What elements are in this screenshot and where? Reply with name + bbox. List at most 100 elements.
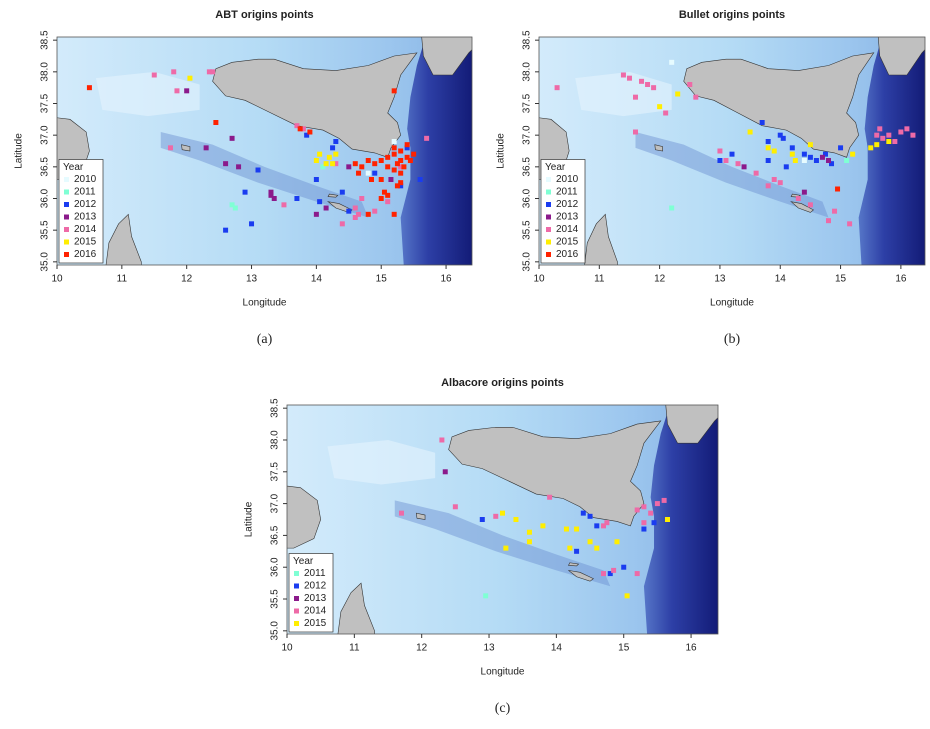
point <box>385 199 390 204</box>
x-tick-label: 10 <box>533 274 545 285</box>
point <box>790 145 795 150</box>
point <box>204 145 209 150</box>
legend-label: 2010 <box>74 174 97 185</box>
point <box>766 158 771 163</box>
legend-label: 2010 <box>556 174 579 185</box>
legend-label: 2011 <box>556 187 578 198</box>
point <box>645 82 650 87</box>
map <box>274 402 725 637</box>
point <box>868 145 873 150</box>
x-tick-label: 16 <box>441 274 453 285</box>
point <box>168 145 173 150</box>
point <box>820 155 825 160</box>
point <box>372 161 377 166</box>
point <box>372 209 377 214</box>
point <box>910 133 915 138</box>
y-tick-label: 37.0 <box>40 125 51 145</box>
point <box>385 164 390 169</box>
point <box>379 158 384 163</box>
point <box>249 221 254 226</box>
point <box>379 177 384 182</box>
point <box>594 546 599 551</box>
point <box>314 177 319 182</box>
point <box>766 139 771 144</box>
point <box>826 218 831 223</box>
legend-swatch <box>546 215 551 220</box>
point <box>627 76 632 81</box>
point <box>333 139 338 144</box>
point <box>611 568 616 573</box>
map <box>44 34 478 268</box>
point <box>359 196 364 201</box>
x-tick-label: 12 <box>181 274 193 285</box>
point <box>832 209 837 214</box>
y-tick-label: 36.5 <box>40 157 51 177</box>
point <box>424 136 429 141</box>
point <box>651 85 656 90</box>
y-tick-label: 36.0 <box>270 557 281 577</box>
point <box>500 511 505 516</box>
point <box>324 206 329 211</box>
legend-label: 2011 <box>74 187 96 198</box>
point <box>898 130 903 135</box>
point <box>366 212 371 217</box>
point <box>641 520 646 525</box>
point <box>648 511 653 516</box>
x-tick-label: 11 <box>594 274 605 285</box>
legend-label: 2013 <box>304 593 327 604</box>
point <box>635 571 640 576</box>
point <box>574 527 579 532</box>
point <box>356 212 361 217</box>
point <box>808 155 813 160</box>
point <box>639 79 644 84</box>
y-tick-label: 38.0 <box>40 62 51 82</box>
point <box>233 206 238 211</box>
point <box>223 161 228 166</box>
x-tick-label: 14 <box>775 274 787 285</box>
point <box>411 152 416 157</box>
x-tick-label: 15 <box>376 274 388 285</box>
point <box>359 164 364 169</box>
y-tick-label: 36.5 <box>270 525 281 545</box>
point <box>717 158 722 163</box>
point <box>405 142 410 147</box>
point <box>723 158 728 163</box>
point <box>236 164 241 169</box>
point <box>346 209 351 214</box>
x-tick-label: 13 <box>483 643 495 654</box>
chart-title: Albacore origins points <box>441 377 564 389</box>
legend-label: 2012 <box>304 581 327 592</box>
point <box>621 565 626 570</box>
legend: Year20112012201320142015 <box>289 554 333 633</box>
point <box>353 161 358 166</box>
point <box>662 498 667 503</box>
point <box>385 193 390 198</box>
legend-label: 2014 <box>304 606 327 617</box>
point <box>372 171 377 176</box>
x-tick-label: 15 <box>618 643 630 654</box>
y-tick-label: 36.5 <box>522 157 533 177</box>
point <box>687 82 692 87</box>
legend-title: Year <box>293 556 314 567</box>
point <box>760 120 765 125</box>
point <box>307 130 312 135</box>
point <box>874 133 879 138</box>
legend-swatch <box>294 571 299 576</box>
point <box>717 149 722 154</box>
legend-swatch <box>546 240 551 245</box>
point <box>574 549 579 554</box>
point <box>453 504 458 509</box>
point <box>796 196 801 201</box>
point <box>317 199 322 204</box>
point <box>268 193 273 198</box>
y-tick-label: 35.0 <box>40 252 51 272</box>
legend-label: 2015 <box>304 618 327 629</box>
x-tick-label: 12 <box>654 274 666 285</box>
point <box>555 85 560 90</box>
caption: (c) <box>495 701 511 716</box>
point <box>594 523 599 528</box>
point <box>210 69 215 74</box>
point <box>314 212 319 217</box>
y-tick-label: 35.5 <box>270 589 281 609</box>
point <box>766 145 771 150</box>
